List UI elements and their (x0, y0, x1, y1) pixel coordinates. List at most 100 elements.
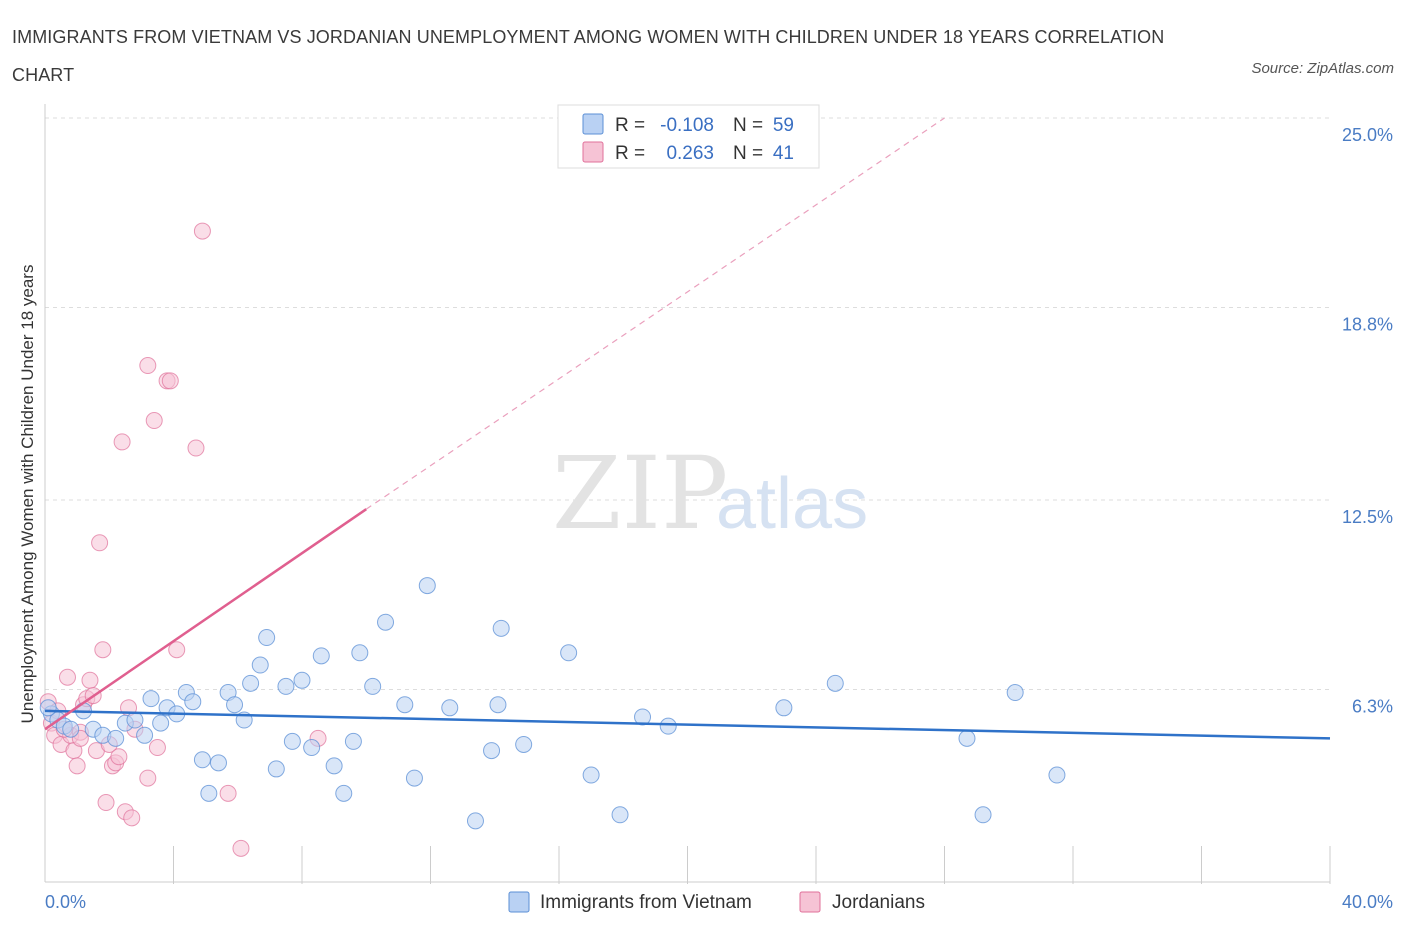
vietnam-point (107, 729, 125, 747)
jordanians-point (139, 769, 157, 787)
vietnam-point (251, 656, 269, 674)
x-tick-label-min: 0.0% (45, 892, 86, 912)
jordanians-point (94, 641, 112, 659)
legend-r-label-jordanians: R = (615, 143, 645, 164)
correlation-legend: R = -0.108 N = 59 R = 0.263 N = 41 (557, 104, 820, 169)
vietnam-point (396, 696, 414, 714)
series-legend-label-jordanians: Jordanians (832, 892, 925, 913)
legend-n-label-vietnam: N = (733, 115, 763, 136)
y-tick-label: 25.0% (1342, 125, 1393, 145)
vietnam-point (1006, 684, 1024, 702)
series-legend-swatch-vietnam (508, 891, 530, 913)
vietnam-point (152, 714, 170, 732)
vietnam-point (515, 735, 533, 753)
jordanians-point (193, 222, 211, 240)
y-tick-label: 6.3% (1352, 696, 1393, 716)
vietnam-point (560, 644, 578, 662)
vietnam-point (492, 619, 510, 637)
vietnam-point (39, 699, 57, 717)
jordanians-point (219, 784, 237, 802)
jordanians-point (148, 739, 166, 757)
y-axis-label: Unemployment Among Women with Children U… (18, 265, 37, 724)
vietnam-point (277, 677, 295, 695)
jordanians-point (81, 671, 99, 689)
vietnam-point (344, 732, 362, 750)
y-tick-labels: 6.3% 12.5% 18.8% 25.0% (1342, 125, 1393, 716)
watermark: ZIP atlas (552, 435, 868, 552)
vietnam-point (335, 784, 353, 802)
jordanians-point (161, 372, 179, 390)
vietnam-point (267, 760, 285, 778)
legend-r-value-vietnam: -0.108 (660, 115, 714, 136)
legend-r-value-jordanians: 0.263 (666, 143, 714, 164)
vietnam-point (659, 717, 677, 735)
vietnam-point (826, 674, 844, 692)
jordanians-point (187, 439, 205, 457)
vietnam-point (193, 751, 211, 769)
source-label: Source: ZipAtlas.com (1251, 60, 1394, 77)
legend-swatch-jordanians (582, 141, 604, 163)
legend-n-value-jordanians: 41 (773, 143, 794, 164)
y-tick-label: 12.5% (1342, 507, 1393, 527)
vietnam-point (466, 812, 484, 830)
vietnam-point (351, 644, 369, 662)
vietnam-point (312, 647, 330, 665)
vietnam-point (142, 690, 160, 708)
axes (44, 104, 1331, 884)
jordanians-point (168, 641, 186, 659)
jordanians-point (110, 748, 128, 766)
watermark-zip: ZIP (552, 435, 728, 552)
vietnam-point (184, 693, 202, 711)
jordanians-point (123, 809, 141, 827)
vietnam-point (634, 708, 652, 726)
series-jordanians-points (39, 222, 327, 857)
vietnam-point (418, 577, 436, 595)
vietnam-point (136, 726, 154, 744)
vietnam-point (258, 629, 276, 647)
legend-n-value-vietnam: 59 (773, 115, 794, 136)
vietnam-point (377, 613, 395, 631)
vietnam-point (958, 729, 976, 747)
vietnam-point (200, 784, 218, 802)
vietnam-point (209, 754, 227, 772)
jordanians-point (139, 357, 157, 375)
chart-title: IMMIGRANTS FROM VIETNAM VS JORDANIAN UNE… (12, 27, 1165, 85)
vietnam-point (775, 699, 793, 717)
jordanians-point (97, 794, 115, 812)
vietnam-point (405, 769, 423, 787)
trend-lines (44, 117, 1331, 740)
jordanians-point (58, 668, 76, 686)
vietnam-trend-line (44, 709, 1331, 740)
vietnam-point (226, 696, 244, 714)
jordanians-point (91, 534, 109, 552)
vietnam-point (489, 696, 507, 714)
vietnam-point (974, 806, 992, 824)
y-tick-label: 18.8% (1342, 314, 1393, 334)
vietnam-point (364, 677, 382, 695)
vietnam-point (483, 742, 501, 760)
vietnam-point (582, 766, 600, 784)
x-tick-label-max: 40.0% (1342, 892, 1393, 912)
vietnam-point (611, 806, 629, 824)
jordanians-point (68, 757, 86, 775)
jordanians-trend-line (44, 508, 367, 731)
watermark-atlas: atlas (716, 464, 868, 544)
vietnam-point (293, 671, 311, 689)
vietnam-point (325, 757, 343, 775)
legend-swatch-vietnam (582, 113, 604, 135)
vietnam-point (242, 674, 260, 692)
vietnam-point (441, 699, 459, 717)
vietnam-point (62, 720, 80, 738)
series-vietnam-points (39, 577, 1066, 830)
legend-n-label-jordanians: N = (733, 143, 763, 164)
vietnam-point (126, 711, 144, 729)
legend-r-label-vietnam: R = (615, 115, 645, 136)
vietnam-point (303, 739, 321, 757)
vietnam-point (1048, 766, 1066, 784)
vietnam-point (283, 732, 301, 750)
grid-lines (45, 117, 1330, 690)
series-legend-swatch-jordanians (799, 891, 821, 913)
jordanians-point (145, 412, 163, 430)
jordanians-point (232, 839, 250, 857)
